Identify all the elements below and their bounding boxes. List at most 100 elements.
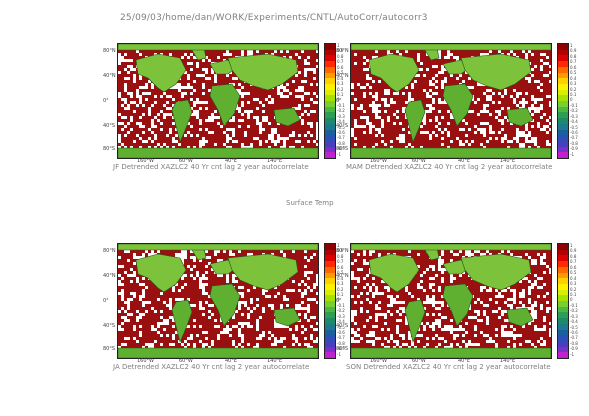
lon-label: 140°E xyxy=(500,358,516,364)
colorbar-swatch xyxy=(325,78,335,84)
lat-label: 40°N xyxy=(336,273,349,279)
colorbar-swatch xyxy=(325,55,335,62)
landmass xyxy=(351,147,551,158)
map-panel-son: 1 0.9 0.8 0.7 0.6 0.5 0.4 0.3 0.2 0.1 0 -0.1 -0.2 -0.… xyxy=(336,243,589,371)
colorbar-swatch xyxy=(325,249,335,256)
colorbar-tick-label: -0.8 xyxy=(570,340,578,346)
lat-label: 40°N xyxy=(336,73,349,79)
colorbar-tick-label: -1 xyxy=(570,351,574,357)
colorbar-tick-label: 0.6 xyxy=(570,264,577,270)
colorbar-tick-label: -0.6 xyxy=(570,130,578,135)
colorbar-swatch xyxy=(558,49,568,56)
lon-label: 60°W xyxy=(412,358,426,364)
colorbar-swatch xyxy=(558,352,568,359)
colorbar-tick-label: -0.4 xyxy=(337,319,345,325)
colorbar-swatch xyxy=(325,49,335,56)
colorbar-swatch xyxy=(558,78,568,84)
landmass xyxy=(118,347,318,358)
panel-caption: MAM Detrended XAZLC2 40 Yr cnt lag 2 yea… xyxy=(346,163,553,171)
colorbar-swatch xyxy=(325,118,335,124)
map-plot xyxy=(350,243,552,359)
colorbar-swatch xyxy=(325,261,335,267)
colorbar-tick-label: -0.8 xyxy=(570,140,578,146)
colorbar-swatch xyxy=(325,101,335,107)
colorbar-swatch xyxy=(325,301,335,307)
colorbar-tick-label: -0.9 xyxy=(337,346,345,352)
colorbar-swatch xyxy=(558,329,568,336)
colorbar-swatch xyxy=(325,44,335,50)
colorbar-tick-label: 0.3 xyxy=(570,281,577,287)
colorbar-tick-label: 0.5 xyxy=(570,270,577,276)
landmass xyxy=(209,83,241,127)
lat-label: 40°N xyxy=(103,273,116,279)
colorbar-tick-label: -0.1 xyxy=(570,102,578,108)
colorbar-tick-label: 0.1 xyxy=(570,291,577,297)
colorbar-tick-label: -0.7 xyxy=(337,135,345,141)
lat-label: 40°S xyxy=(336,123,349,129)
colorbar xyxy=(324,243,336,359)
colorbar-tick-label: -0.5 xyxy=(337,324,345,330)
colorbar-tick-label: 0.3 xyxy=(337,281,344,287)
colorbar-tick-label: -0.9 xyxy=(337,146,345,152)
lat-label: 0° xyxy=(336,98,342,104)
colorbar-swatch xyxy=(325,318,335,324)
colorbar-tick-label: 0.7 xyxy=(570,259,577,265)
colorbar-tick-label: -0.7 xyxy=(570,135,578,141)
colorbar-swatch xyxy=(558,61,568,67)
colorbar-tick-label: -0.7 xyxy=(337,335,345,341)
colorbar-tick-label: 0.5 xyxy=(570,70,577,76)
colorbar-tick-label: 0.8 xyxy=(337,53,344,59)
landmass xyxy=(209,283,241,327)
landmass xyxy=(404,99,426,143)
landmass xyxy=(171,299,193,343)
landmass xyxy=(118,44,318,51)
colorbar-swatch xyxy=(558,261,568,267)
map-panel-jf: 1 0.9 0.8 0.7 0.6 0.5 0.4 0.3 0.2 0.1 0 -0.1 -0.2 -0.… xyxy=(103,43,372,171)
colorbar-tick-label: 0.2 xyxy=(570,286,577,292)
colorbar-tick-label: 0 xyxy=(337,97,340,103)
lon-label: 160°W xyxy=(370,158,387,164)
landmass xyxy=(460,253,532,291)
colorbar-swatch xyxy=(558,289,568,296)
colorbar-swatch xyxy=(558,106,568,113)
colorbar-tick-label: 0.6 xyxy=(337,264,344,270)
colorbar-tick-label: 0.8 xyxy=(570,253,577,259)
colorbar-swatch xyxy=(325,112,335,119)
colorbar-tick-label: 0.7 xyxy=(337,259,344,265)
colorbar-ticks: 1 0.9 0.8 0.7 0.6 0.5 0.4 0.3 0.2 0.1 0 -0.1 -0.2 -0.… xyxy=(570,243,578,357)
lon-label: 60°W xyxy=(412,158,426,164)
colorbar-swatch xyxy=(558,129,568,136)
colorbar-swatch xyxy=(325,244,335,250)
landmass xyxy=(351,347,551,358)
colorbar-swatch xyxy=(325,106,335,113)
lat-label: 0° xyxy=(103,298,109,304)
lat-label: 80°N xyxy=(103,248,116,254)
colorbar-swatch xyxy=(558,101,568,107)
colorbar-swatch xyxy=(325,340,335,347)
map-plot xyxy=(117,243,319,359)
colorbar-tick-label: -0.8 xyxy=(337,140,345,146)
colorbar-swatch xyxy=(325,72,335,79)
lat-label: 40°N xyxy=(103,73,116,79)
lat-label: 80°S xyxy=(336,346,349,352)
colorbar-tick-label: 0.3 xyxy=(570,81,577,87)
lon-label: 140°E xyxy=(500,158,516,164)
colorbar-tick-label: 0 xyxy=(337,297,340,303)
colorbar-tick-label: -0.4 xyxy=(570,119,578,125)
colorbar-swatch xyxy=(558,266,568,273)
landmass xyxy=(506,107,534,127)
colorbar-swatch xyxy=(558,66,568,73)
colorbar-tick-label: -0.2 xyxy=(570,308,578,314)
colorbar-tick-label: -0.1 xyxy=(570,302,578,308)
colorbar-swatch xyxy=(325,295,335,302)
page-header: 25/09/03/home/dan/WORK/Experiments/CNTL/… xyxy=(120,13,428,23)
colorbar xyxy=(557,43,569,159)
colorbar-tick-label: 0.4 xyxy=(337,275,344,281)
landmass xyxy=(118,244,318,251)
landmass xyxy=(404,299,426,343)
landmass xyxy=(118,147,318,158)
panel-caption: JA Detrended XAZLC2 40 Yr cnt lag 2 year… xyxy=(113,363,310,371)
colorbar-tick-label: -0.9 xyxy=(570,346,578,352)
colorbar-tick-label: -0.6 xyxy=(337,330,345,335)
colorbar-swatch xyxy=(558,140,568,147)
